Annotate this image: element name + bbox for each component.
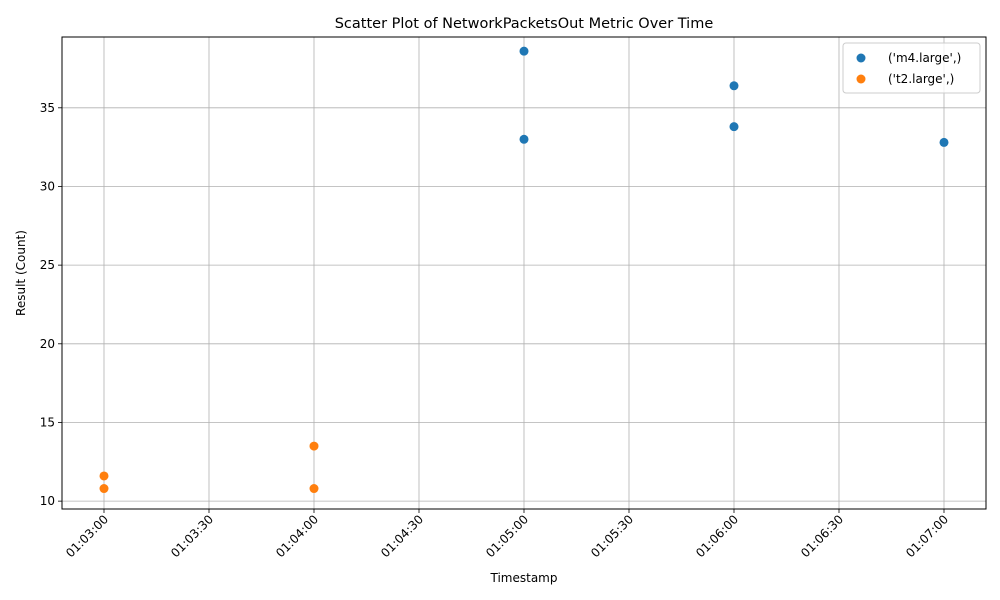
- data-point: [309, 484, 319, 494]
- data-point: [729, 81, 739, 91]
- data-point: [519, 46, 529, 56]
- grid-lines: [62, 37, 986, 509]
- legend-label: ('t2.large',): [888, 72, 954, 86]
- legend: ('m4.large',) ('t2.large',): [842, 42, 981, 94]
- legend-marker: [856, 74, 866, 84]
- legend-box: [842, 42, 981, 94]
- data-point: [99, 471, 109, 481]
- data-points: [99, 46, 949, 494]
- y-tick-label: 25: [40, 258, 55, 272]
- y-tick-label: 15: [40, 415, 55, 429]
- data-point: [99, 484, 109, 494]
- data-point: [939, 137, 949, 147]
- data-point: [309, 441, 319, 451]
- chart-title: Scatter Plot of NetworkPacketsOut Metric…: [335, 16, 714, 32]
- y-tick-label: 10: [40, 494, 55, 508]
- x-axis-label: Timestamp: [490, 571, 558, 585]
- legend-marker: [856, 53, 866, 63]
- y-axis-label: Result (Count): [14, 230, 28, 316]
- y-tick-label: 35: [40, 101, 55, 115]
- y-tick-label: 20: [40, 337, 55, 351]
- data-point: [729, 122, 739, 132]
- y-tick-label: 30: [40, 179, 55, 193]
- data-point: [519, 134, 529, 144]
- legend-label: ('m4.large',): [888, 51, 961, 65]
